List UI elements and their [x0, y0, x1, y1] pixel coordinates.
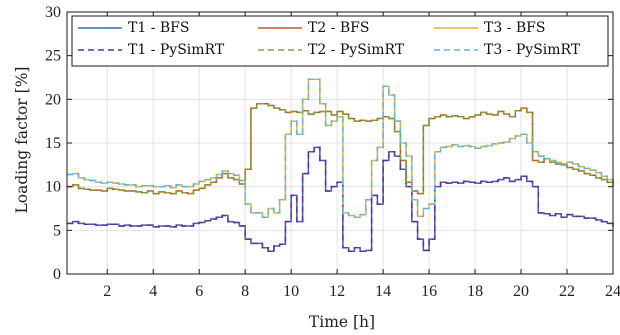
- y-tick-label: 15: [45, 135, 61, 152]
- legend: T1 - BFS T2 - BFS T3 - BFS T1 - PySimRT T2 -…: [71, 15, 609, 67]
- x-tick-label: 4: [149, 283, 157, 300]
- series-line-t2-bfs: [67, 102, 614, 195]
- legend-entry-label: T1 - PySimRT: [128, 42, 225, 58]
- x-tick-label: 10: [283, 283, 299, 300]
- x-tick-label: 12: [329, 283, 345, 300]
- legend-entry-label: T3 - PySimRT: [484, 42, 581, 58]
- x-tick-label: 16: [421, 283, 437, 300]
- x-tick-label: 20: [513, 283, 529, 300]
- y-tick-label: 5: [53, 222, 61, 239]
- x-tick-label: 18: [467, 283, 483, 300]
- x-tick-label: 24: [605, 283, 620, 300]
- y-tick-label: 10: [45, 179, 61, 196]
- legend-entry-label: T3 - BFS: [484, 20, 545, 36]
- series-line-t3-pysimrt: [67, 78, 614, 218]
- x-tick-label: 6: [195, 283, 203, 300]
- legend-entry-label: T2 - BFS: [308, 20, 369, 36]
- y-tick-label: 25: [45, 48, 61, 65]
- x-tick-label: 22: [559, 283, 575, 300]
- y-tick-label: 0: [53, 266, 61, 283]
- y-tick-label: 30: [45, 4, 61, 21]
- y-tick-label: 20: [45, 91, 61, 108]
- x-tick-label: 2: [103, 283, 111, 300]
- legend-box: [71, 15, 609, 67]
- y-axis-label: Loading factor [%]: [13, 67, 31, 214]
- legend-entry-label: T1 - BFS: [128, 20, 189, 36]
- x-tick-label: 8: [241, 283, 249, 300]
- x-tick-label: 14: [375, 283, 391, 300]
- series-line-t1-pysimrt: [67, 146, 614, 253]
- x-axis-label: Time [h]: [309, 313, 375, 331]
- axes: [66, 11, 614, 275]
- legend-entry-label: T2 - PySimRT: [308, 42, 405, 58]
- series-lines: [67, 78, 614, 253]
